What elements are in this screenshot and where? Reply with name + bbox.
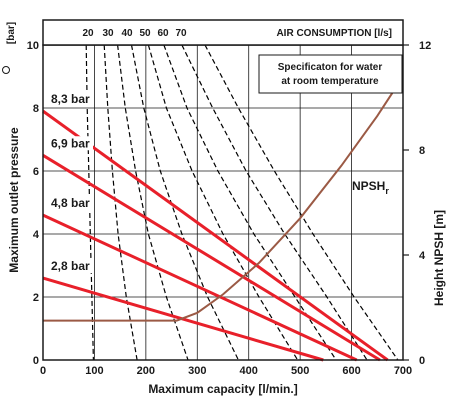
pressure-label-text: 2,8 bar [51, 259, 90, 273]
npsh-label-main: NPSH [352, 179, 385, 193]
annotation-line-1: Specificaton for water [278, 62, 383, 73]
npsh-label-subscript: r [385, 186, 389, 196]
npsh-curve [43, 83, 399, 322]
x-tick-label: 400 [240, 365, 258, 377]
y-left-tick-label: 6 [33, 166, 39, 178]
margin-mark [2, 66, 10, 74]
air-axis-strip [42, 19, 404, 46]
air-tick-label: 50 [139, 28, 151, 39]
gridlines [43, 45, 403, 360]
x-tick-label: 200 [137, 365, 155, 377]
pressure-curve-6-9-bar [42, 154, 381, 362]
y-left-axis-title: Maximum outlet pressure [7, 127, 21, 273]
y-right-axis-title: Height NPSH [m] [432, 210, 446, 306]
air-curve-40 [117, 44, 189, 361]
annotation-line-2: at room temperature [281, 76, 379, 87]
y-left-tick-labels: 0 2 4 6 8 10 [27, 40, 40, 367]
air-tick-label: 20 [82, 28, 94, 39]
air-curve-30 [103, 44, 138, 361]
y-right-tick-label: 0 [419, 355, 425, 367]
pressure-label-bg [49, 92, 93, 107]
y-left-tick-label: 4 [33, 229, 40, 241]
pressure-label-text: 4,8 bar [51, 196, 90, 210]
pressure-curve-8-3-bar [42, 109, 389, 362]
x-tick-label: 100 [85, 365, 103, 377]
air-tick-label: 30 [102, 28, 114, 39]
plot-background [43, 45, 403, 360]
air-curve-70 [163, 44, 337, 361]
pressure-label-text: 6,9 bar [51, 136, 90, 150]
x-axis-title: Maximum capacity [l/min.] [148, 382, 297, 396]
air-tick-label: 40 [121, 28, 133, 39]
air-tick-label: 70 [175, 28, 187, 39]
pressure-label-bg [49, 196, 93, 211]
x-tick-labels: 0 100 200 300 400 500 600 700 [40, 365, 412, 377]
x-tick-label: 700 [394, 365, 412, 377]
npsh-label: NPSHr [352, 179, 389, 196]
pressure-labels: 8,3 bar 6,9 bar 4,8 bar 2,8 bar [49, 92, 93, 274]
y-left-tick-label: 8 [33, 103, 39, 115]
x-tick-label: 0 [40, 365, 46, 377]
y-left-tick-label: 0 [33, 355, 39, 367]
y-left-tick-label: 10 [27, 40, 39, 52]
y-left-unit: [bar] [6, 22, 17, 44]
air-curve-60 [147, 44, 299, 361]
air-curve-90 [204, 44, 399, 361]
annotation-box [258, 54, 403, 94]
air-curve-80 [181, 44, 368, 361]
y-right-tick-labels: 0 4 8 12 [403, 40, 431, 367]
pressure-label-bg [49, 259, 93, 274]
pressure-label-bg [49, 136, 93, 151]
y-right-tick-label: 4 [419, 250, 426, 262]
x-tick-label: 600 [342, 365, 360, 377]
x-tick-label: 500 [291, 365, 309, 377]
y-left-tick-label: 2 [33, 292, 39, 304]
air-axis-label: AIR CONSUMPTION [l/s] [276, 28, 392, 39]
x-tick-label: 300 [188, 365, 206, 377]
y-right-tick-label: 12 [419, 40, 431, 52]
y-right-tick-label: 8 [419, 145, 425, 157]
air-tick-label: 60 [157, 28, 169, 39]
pressure-curve-4-8-bar [42, 213, 358, 362]
pressure-label-text: 8,3 bar [51, 92, 90, 106]
air-ticks: 20 30 40 50 60 70 [82, 28, 187, 39]
